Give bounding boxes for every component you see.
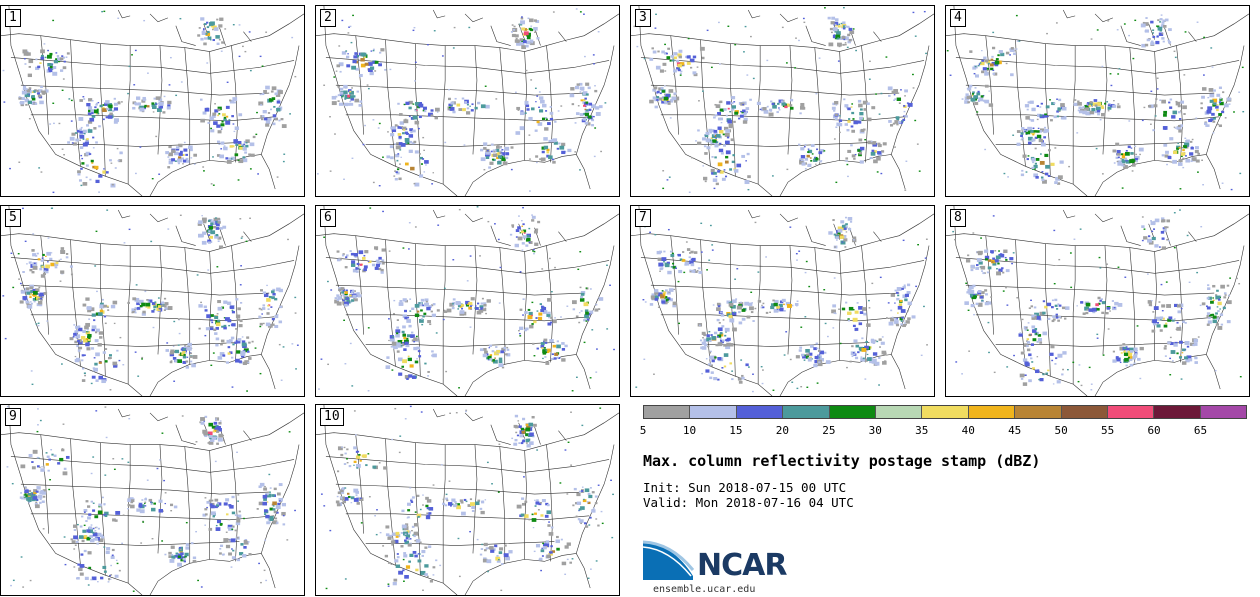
colorbar-segment: [1015, 406, 1062, 418]
member-number: 7: [635, 209, 651, 227]
ncar-logo-text: NCAR: [697, 548, 787, 583]
reflectivity-map: [316, 405, 619, 595]
map-panel: 3: [630, 5, 935, 197]
reflectivity-map: [316, 206, 619, 396]
colorbar-tick-label: 30: [868, 424, 882, 437]
reflectivity-map: [1, 405, 304, 595]
map-panel: 7: [630, 205, 935, 397]
colorbar-segment: [1154, 406, 1201, 418]
colorbar-segment: [922, 406, 969, 418]
map-panel: 10: [315, 404, 620, 596]
member-number: 5: [5, 209, 21, 227]
member-number: 6: [320, 209, 336, 227]
member-number: 3: [635, 9, 651, 27]
colorbar-segment: [644, 406, 691, 418]
colorbar-tick-label: 15: [729, 424, 743, 437]
colorbar-segment: [1061, 406, 1108, 418]
colorbar-segment: [736, 406, 784, 418]
colorbar-segment: [968, 406, 1016, 418]
reflectivity-map: [946, 6, 1249, 196]
member-number: 1: [5, 9, 21, 27]
colorbar-segment: [875, 406, 923, 418]
member-number: 4: [950, 9, 966, 27]
colorbar-tick-label: 35: [915, 424, 929, 437]
map-panel: 2: [315, 5, 620, 197]
map-panel: 8: [945, 205, 1250, 397]
colorbar-segment: [1200, 406, 1247, 418]
colorbar-tick-label: 5: [639, 424, 647, 437]
colorbar-tick-label: 45: [1008, 424, 1022, 437]
init-time: Init: Sun 2018-07-15 00 UTC: [643, 480, 847, 495]
colorbar-segment: [690, 406, 737, 418]
reflectivity-map: [316, 6, 619, 196]
colorbar-segment: [783, 406, 830, 418]
map-panel: 9: [0, 404, 305, 596]
figure-title: Max. column reflectivity postage stamp (…: [643, 452, 1041, 470]
website-url: ensemble.ucar.edu: [653, 584, 756, 595]
colorbar-segment: [1107, 406, 1155, 418]
map-panel: 6: [315, 205, 620, 397]
member-number: 9: [5, 408, 21, 426]
colorbar-tick-label: 10: [682, 424, 697, 437]
member-number: 2: [320, 9, 336, 27]
map-panel: 4: [945, 5, 1250, 197]
reflectivity-map: [1, 206, 304, 396]
member-number: 10: [320, 408, 344, 426]
colorbar-tick-label: 20: [775, 424, 789, 437]
map-panel: 1: [0, 5, 305, 197]
colorbar-tick-label: 25: [822, 424, 836, 437]
reflectivity-map: [631, 206, 934, 396]
colorbar-tick-label: 40: [961, 424, 975, 437]
reflectivity-map: [946, 206, 1249, 396]
colorbar-ticks: 5 10 15 20 25 30 35 40 45 50 55 60 65: [639, 424, 1247, 438]
map-panel: 5: [0, 205, 305, 397]
member-number: 8: [950, 209, 966, 227]
reflectivity-map: [1, 6, 304, 196]
colorbar-tick-label: 60: [1147, 424, 1161, 437]
colorbar-segment: [829, 406, 876, 418]
colorbar-tick-label: 50: [1054, 424, 1068, 437]
colorbar-tick-label: 65: [1193, 424, 1208, 437]
reflectivity-map: [631, 6, 934, 196]
ncar-logo-icon: [643, 540, 695, 580]
valid-time: Valid: Mon 2018-07-16 04 UTC: [643, 495, 854, 510]
reflectivity-colorbar: [643, 405, 1247, 419]
colorbar-tick-label: 55: [1100, 424, 1115, 437]
